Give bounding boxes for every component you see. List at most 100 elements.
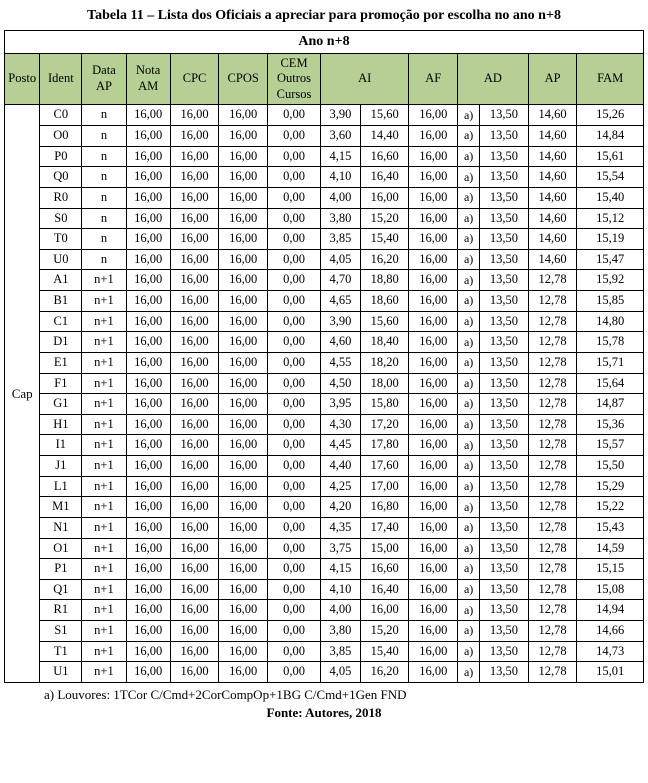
- cell-af: 16,00: [409, 373, 458, 394]
- cell-cpos: 16,00: [219, 373, 268, 394]
- cell-fam: 15,40: [577, 187, 644, 208]
- table-row: R0n16,0016,0016,000,004,0016,0016,00a)13…: [5, 187, 644, 208]
- footnote: a) Louvores: 1TCor C/Cmd+2CorCompOp+1BG …: [4, 687, 644, 703]
- cell-data-ap: n+1: [82, 394, 126, 415]
- cell-data-ap: n+1: [82, 517, 126, 538]
- cell-nota-am: 16,00: [126, 559, 170, 580]
- cell-ident: R1: [40, 600, 82, 621]
- cell-ident: P1: [40, 559, 82, 580]
- cell-nota-am: 16,00: [126, 187, 170, 208]
- cell-ai2: 15,20: [360, 208, 409, 229]
- cell-ad: 13,50: [480, 414, 529, 435]
- cell-data-ap: n: [82, 187, 126, 208]
- cell-ad-note: a): [458, 559, 480, 580]
- cell-ident: L1: [40, 476, 82, 497]
- cell-ap: 12,78: [528, 291, 577, 312]
- cell-cem: 0,00: [268, 208, 321, 229]
- cell-ident: R0: [40, 187, 82, 208]
- cell-cpc: 16,00: [170, 187, 219, 208]
- cell-fam: 15,29: [577, 476, 644, 497]
- cell-ap: 14,60: [528, 208, 577, 229]
- cell-cem: 0,00: [268, 476, 321, 497]
- table-row: O0n16,0016,0016,000,003,6014,4016,00a)13…: [5, 126, 644, 147]
- table-row: P0n16,0016,0016,000,004,1516,6016,00a)13…: [5, 146, 644, 167]
- table-row: U0n16,0016,0016,000,004,0516,2016,00a)13…: [5, 249, 644, 270]
- cell-ap: 14,60: [528, 126, 577, 147]
- officers-table: Ano n+8 PostoIdentData APNota AMCPCCPOSC…: [4, 30, 644, 683]
- cell-fam: 14,87: [577, 394, 644, 415]
- cell-ap: 12,78: [528, 352, 577, 373]
- table-row: M1n+116,0016,0016,000,004,2016,8016,00a)…: [5, 497, 644, 518]
- cell-cpc: 16,00: [170, 517, 219, 538]
- col-af: AF: [409, 53, 458, 105]
- cell-ai1: 3,80: [321, 208, 361, 229]
- cell-af: 16,00: [409, 208, 458, 229]
- cell-cem: 0,00: [268, 538, 321, 559]
- cell-ai2: 18,40: [360, 332, 409, 353]
- cell-ai1: 4,10: [321, 167, 361, 188]
- cell-ad-note: a): [458, 249, 480, 270]
- cell-ai1: 4,55: [321, 352, 361, 373]
- cell-fam: 14,66: [577, 621, 644, 642]
- cell-fam: 15,19: [577, 229, 644, 250]
- cell-data-ap: n+1: [82, 559, 126, 580]
- cell-ad: 13,50: [480, 641, 529, 662]
- table-row: H1n+116,0016,0016,000,004,3017,2016,00a)…: [5, 414, 644, 435]
- cell-ad-note: a): [458, 105, 480, 126]
- cell-nota-am: 16,00: [126, 394, 170, 415]
- cell-ai1: 4,65: [321, 291, 361, 312]
- cell-cem: 0,00: [268, 352, 321, 373]
- cell-ad-note: a): [458, 641, 480, 662]
- cell-cpc: 16,00: [170, 311, 219, 332]
- cell-ai2: 17,20: [360, 414, 409, 435]
- cell-ident: F1: [40, 373, 82, 394]
- cell-nota-am: 16,00: [126, 146, 170, 167]
- col-cpos: CPOS: [219, 53, 268, 105]
- cell-fam: 15,12: [577, 208, 644, 229]
- cell-ad: 13,50: [480, 476, 529, 497]
- col-posto: Posto: [5, 53, 40, 105]
- cell-ad-note: a): [458, 291, 480, 312]
- cell-ad-note: a): [458, 352, 480, 373]
- cell-ident: D1: [40, 332, 82, 353]
- cell-ident: S0: [40, 208, 82, 229]
- table-row: S1n+116,0016,0016,000,003,8015,2016,00a)…: [5, 621, 644, 642]
- cell-cem: 0,00: [268, 456, 321, 477]
- table-row: J1n+116,0016,0016,000,004,4017,6016,00a)…: [5, 456, 644, 477]
- cell-nota-am: 16,00: [126, 621, 170, 642]
- cell-data-ap: n+1: [82, 373, 126, 394]
- table-row: R1n+116,0016,0016,000,004,0016,0016,00a)…: [5, 600, 644, 621]
- cell-ident: P0: [40, 146, 82, 167]
- cell-ap: 14,60: [528, 167, 577, 188]
- cell-ad-note: a): [458, 394, 480, 415]
- cell-cem: 0,00: [268, 559, 321, 580]
- cell-cpos: 16,00: [219, 435, 268, 456]
- cell-af: 16,00: [409, 270, 458, 291]
- cell-ad: 13,50: [480, 229, 529, 250]
- cell-ident: H1: [40, 414, 82, 435]
- cell-cem: 0,00: [268, 414, 321, 435]
- cell-ai1: 4,15: [321, 146, 361, 167]
- cell-ad-note: a): [458, 497, 480, 518]
- cell-ai2: 15,60: [360, 311, 409, 332]
- cell-cpos: 16,00: [219, 146, 268, 167]
- cell-cpc: 16,00: [170, 291, 219, 312]
- table-row: I1n+116,0016,0016,000,004,4517,8016,00a)…: [5, 435, 644, 456]
- cell-ai1: 4,70: [321, 270, 361, 291]
- cell-cpos: 16,00: [219, 579, 268, 600]
- cell-ap: 12,78: [528, 373, 577, 394]
- cell-cpos: 16,00: [219, 497, 268, 518]
- cell-ad: 13,50: [480, 579, 529, 600]
- cell-cem: 0,00: [268, 600, 321, 621]
- cell-ident: Q1: [40, 579, 82, 600]
- cell-ident: N1: [40, 517, 82, 538]
- cell-cpc: 16,00: [170, 167, 219, 188]
- cell-data-ap: n+1: [82, 270, 126, 291]
- cell-data-ap: n+1: [82, 435, 126, 456]
- table-row: Q0n16,0016,0016,000,004,1016,4016,00a)13…: [5, 167, 644, 188]
- cell-ad: 13,50: [480, 559, 529, 580]
- cell-ap: 12,78: [528, 600, 577, 621]
- cell-ap: 12,78: [528, 435, 577, 456]
- cell-ap: 12,78: [528, 394, 577, 415]
- cell-ad-note: a): [458, 600, 480, 621]
